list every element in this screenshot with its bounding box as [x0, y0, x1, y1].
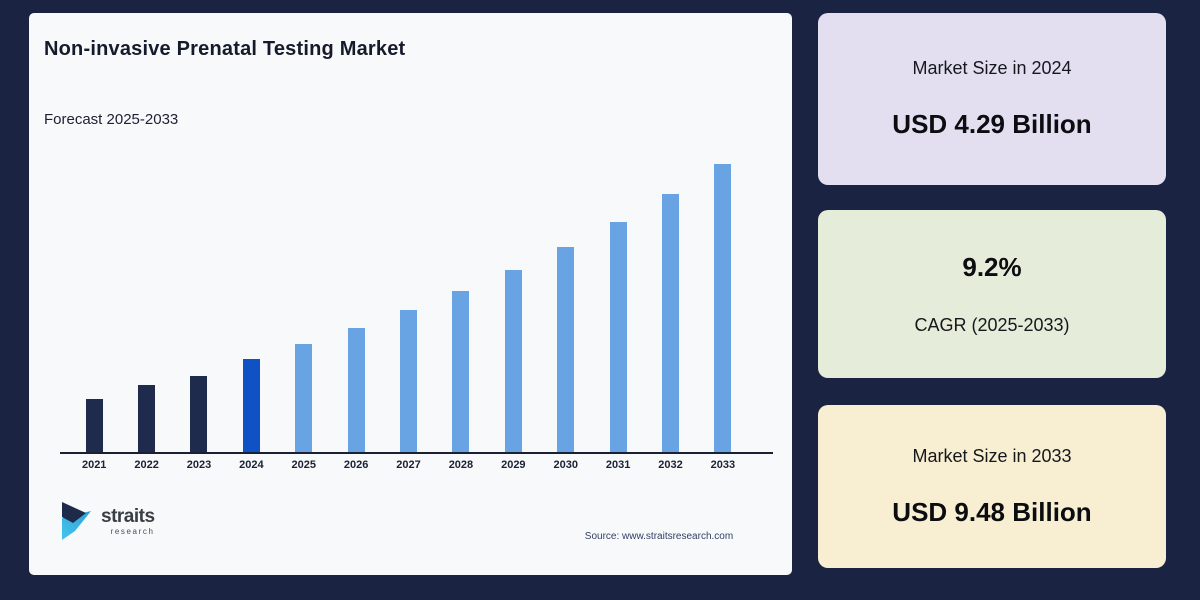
- x-axis-line: [60, 452, 773, 454]
- x-axis-label-2021: 2021: [81, 459, 107, 471]
- x-axis-label-2030: 2030: [553, 459, 578, 471]
- bar-2029: [504, 270, 522, 452]
- x-axis-label-2033: 2033: [710, 459, 736, 471]
- bar-column-2022: 2022: [120, 164, 172, 471]
- chart-card: Non-invasive Prenatal Testing Market For…: [29, 13, 792, 575]
- stat-card-market-2033: Market Size in 2033 USD 9.48 Billion: [818, 405, 1166, 568]
- x-axis-label-2024: 2024: [239, 459, 264, 471]
- bar-2023: [190, 376, 208, 452]
- straits-research-logo-icon: [62, 502, 91, 540]
- logo-text: straits research: [101, 507, 155, 536]
- logo-brand-subname: research: [110, 526, 155, 536]
- x-axis-label-2031: 2031: [605, 459, 631, 471]
- x-axis-label-2023: 2023: [186, 459, 212, 471]
- x-axis-label-2029: 2029: [501, 459, 526, 471]
- x-axis-label-2026: 2026: [343, 459, 369, 471]
- logo-brand-name: straits: [101, 505, 155, 527]
- bar-2033: [714, 164, 732, 452]
- x-axis-label-2022: 2022: [134, 459, 159, 471]
- bar-column-2033: 2033: [697, 164, 749, 471]
- bar-2022: [138, 385, 156, 452]
- bar-column-2023: 2023: [173, 164, 225, 471]
- brand-logo: straits research: [60, 501, 155, 541]
- market-2033-label: Market Size in 2033: [912, 445, 1072, 466]
- bar-column-2029: 2029: [487, 164, 539, 471]
- bar-2028: [452, 291, 470, 452]
- source-attribution: Source: www.straitsresearch.com: [584, 531, 734, 542]
- cagr-value: 9.2%: [962, 252, 1022, 282]
- stat-card-cagr: 9.2% CAGR (2025-2033): [818, 210, 1166, 378]
- bar-2024: [242, 359, 260, 452]
- x-axis-label-2032: 2032: [658, 459, 683, 471]
- bar-2026: [347, 328, 365, 452]
- bar-2027: [400, 310, 418, 452]
- bar-column-2026: 2026: [330, 164, 382, 471]
- bar-column-2021: 2021: [68, 164, 120, 471]
- bar-chart: 2021 2022 2023 2024 2025 2026 2027 2028 2029 2030…: [68, 164, 750, 471]
- bar-2025: [295, 344, 313, 452]
- bar-column-2031: 2031: [592, 164, 644, 471]
- bar-column-2025: 2025: [278, 164, 330, 471]
- bar-column-2024: 2024: [225, 164, 277, 471]
- market-2024-label: Market Size in 2024: [912, 58, 1072, 78]
- bar-column-2028: 2028: [435, 164, 487, 471]
- x-axis-label-2028: 2028: [448, 459, 474, 471]
- cagr-label: CAGR (2025-2033): [914, 315, 1070, 335]
- bar-2030: [557, 247, 575, 452]
- bar-2021: [85, 399, 103, 452]
- stat-card-market-2024: Market Size in 2024 USD 4.29 Billion: [818, 13, 1166, 185]
- market-2024-value: USD 4.29 Billion: [892, 109, 1092, 139]
- bar-2031: [609, 222, 627, 452]
- bar-column-2027: 2027: [382, 164, 434, 471]
- market-2033-value: USD 9.48 Billion: [892, 496, 1092, 527]
- x-axis-label-2025: 2025: [291, 459, 316, 471]
- chart-subtitle: Forecast 2025-2033: [44, 111, 179, 128]
- x-axis-label-2027: 2027: [396, 459, 421, 471]
- bar-2032: [661, 194, 679, 452]
- bar-column-2030: 2030: [540, 164, 592, 471]
- bar-column-2032: 2032: [644, 164, 696, 471]
- chart-title: Non-invasive Prenatal Testing Market: [44, 38, 406, 60]
